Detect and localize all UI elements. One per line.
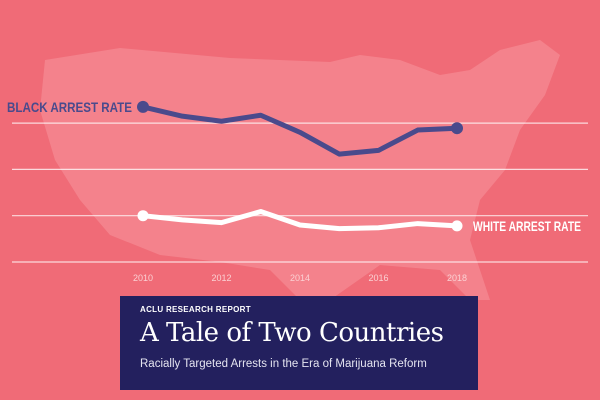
x-tick-label: 2014 — [290, 273, 310, 283]
report-kicker: ACLU RESEARCH REPORT — [140, 305, 251, 314]
endpoint-marker — [137, 210, 149, 222]
series-label: WHITE ARREST RATE — [473, 218, 581, 234]
x-tick-label: 2012 — [211, 273, 231, 283]
series-label: BLACK ARREST RATE — [7, 99, 132, 115]
x-tick-label: 2010 — [133, 273, 153, 283]
report-title: A Tale of Two Countries — [140, 318, 444, 348]
endpoint-marker — [137, 100, 149, 113]
x-tick-label: 2018 — [447, 273, 467, 283]
us-map-silhouette — [40, 40, 560, 300]
report-subtitle: Racially Targeted Arrests in the Era of … — [140, 358, 427, 370]
endpoint-marker — [451, 220, 463, 232]
report-title-panel: ACLU RESEARCH REPORT A Tale of Two Count… — [120, 296, 478, 390]
x-tick-label: 2016 — [368, 273, 388, 283]
series-line — [142, 104, 458, 157]
endpoint-marker — [451, 122, 463, 135]
series-line — [142, 209, 458, 232]
